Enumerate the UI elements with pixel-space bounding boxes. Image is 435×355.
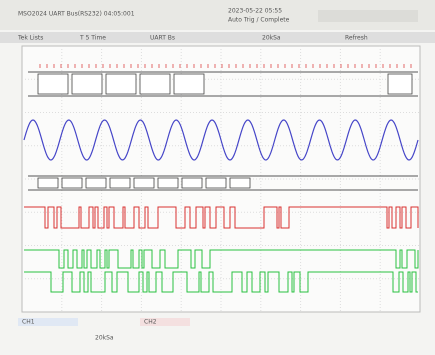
bus-packet: [72, 74, 102, 94]
ch1-label: CH1: [22, 319, 35, 326]
header-title: MSO2024 UART Bus(RS232) 04:05:001: [18, 11, 135, 18]
toolbar-item: 20kSa: [262, 35, 281, 42]
header-status: Auto Trig / Complete: [228, 17, 290, 24]
bus-packet: [38, 178, 58, 188]
toolbar-item: Tek Lists: [17, 35, 43, 42]
toolbar-item: T 5 Time: [79, 35, 106, 42]
bus-packet: [106, 74, 136, 94]
header-date: 2023-05-22 05:55: [228, 8, 282, 15]
bus-packet: [110, 178, 130, 188]
rate-label: 20kSa: [95, 335, 114, 342]
bus-packet: [206, 178, 226, 188]
bus-packet: [134, 178, 154, 188]
logo: [318, 10, 418, 22]
bus-packet: [158, 178, 178, 188]
toolbar-item: Refresh: [345, 35, 368, 42]
toolbar: [0, 32, 435, 43]
bus-packet: [140, 74, 170, 94]
scope-screen: MSO2024 UART Bus(RS232) 04:05:001 2023-0…: [0, 0, 435, 355]
bus-packet: [86, 178, 106, 188]
bus-packet: [388, 74, 412, 94]
ch2-label: CH2: [144, 319, 157, 326]
bus-packet: [182, 178, 202, 188]
bus-packet: [230, 178, 250, 188]
bus-packet: [38, 74, 68, 94]
page: MSO2024 UART Bus(RS232) 04:05:001 2023-0…: [0, 0, 435, 355]
toolbar-item: UART Bs: [150, 35, 175, 42]
bus-packet: [174, 74, 204, 94]
bus-packet: [62, 178, 82, 188]
